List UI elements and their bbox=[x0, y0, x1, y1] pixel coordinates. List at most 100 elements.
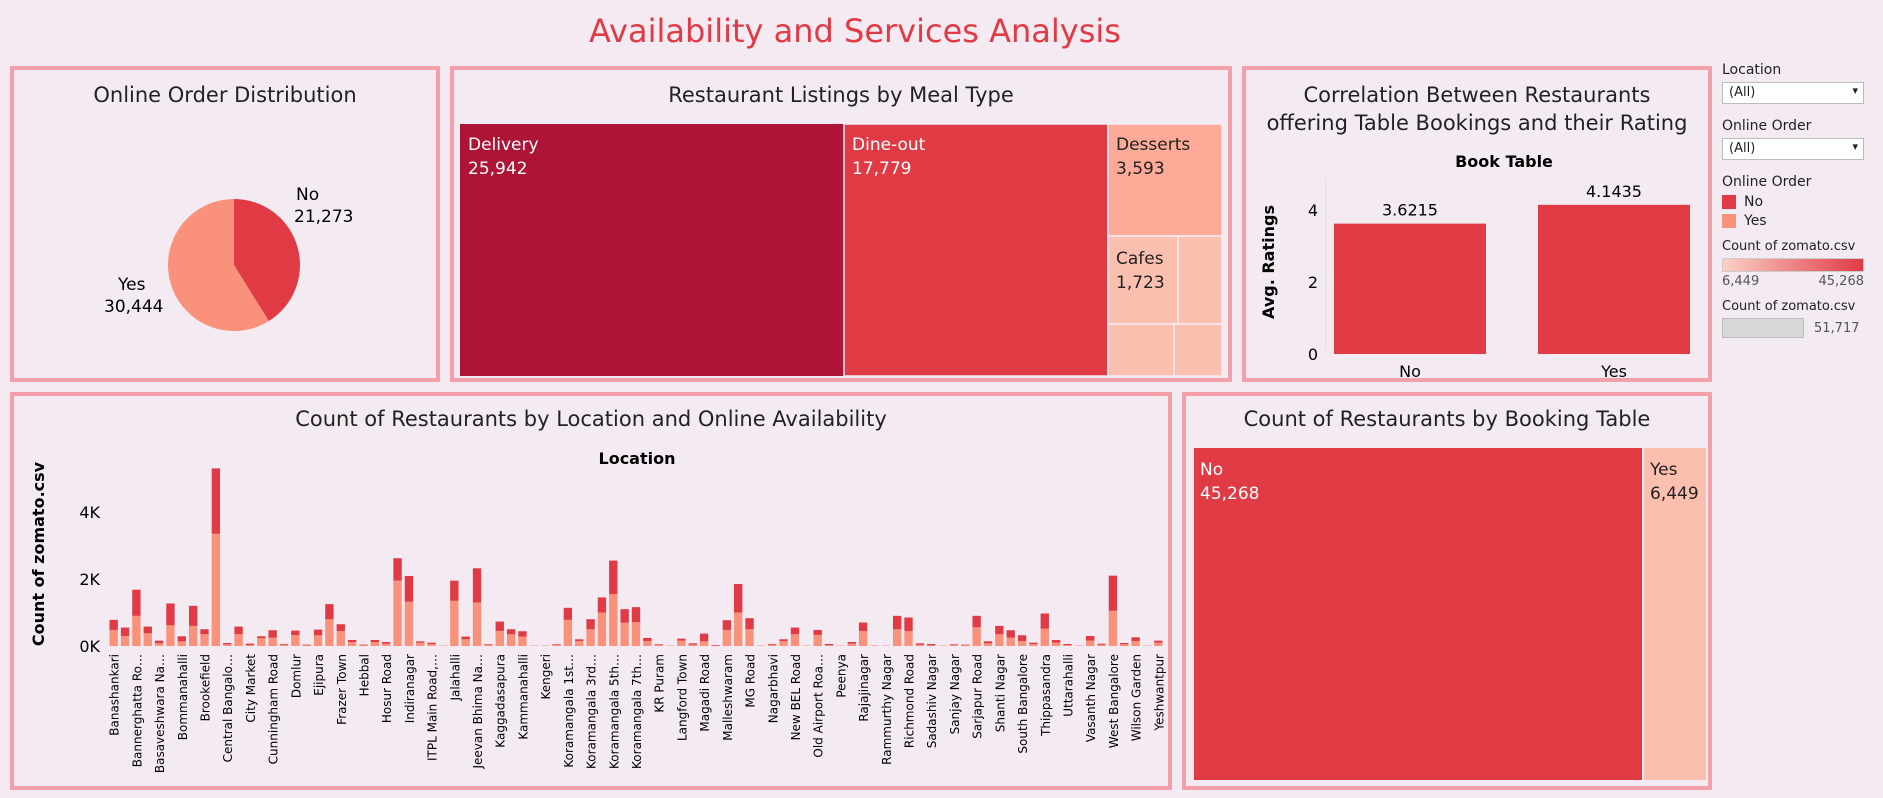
location-bar-yes[interactable] bbox=[291, 634, 300, 646]
location-bar-no[interactable] bbox=[688, 643, 697, 645]
location-bar-no[interactable] bbox=[949, 644, 959, 645]
location-bar-yes[interactable] bbox=[1040, 628, 1049, 646]
location-bar-no[interactable] bbox=[824, 643, 834, 645]
location-bar-no[interactable] bbox=[188, 605, 198, 626]
location-bar-yes[interactable] bbox=[518, 636, 527, 646]
location-bar-no[interactable] bbox=[779, 639, 788, 641]
location-bar-no[interactable] bbox=[472, 568, 482, 603]
booking-cell-no[interactable] bbox=[1194, 448, 1642, 780]
location-bar-yes[interactable] bbox=[1051, 642, 1061, 646]
location-bar-yes[interactable] bbox=[915, 644, 925, 646]
location-bar-yes[interactable] bbox=[1108, 610, 1118, 646]
location-bar-yes[interactable] bbox=[768, 644, 777, 646]
treemap-cell-other-1[interactable] bbox=[1177, 235, 1223, 325]
location-bar-yes[interactable] bbox=[677, 640, 686, 646]
location-bar-no[interactable] bbox=[972, 615, 981, 628]
location-bar-yes[interactable] bbox=[858, 630, 868, 646]
location-bar-no[interactable] bbox=[336, 624, 345, 631]
location-bar-no[interactable] bbox=[245, 643, 255, 645]
location-bar-no[interactable] bbox=[325, 604, 334, 620]
location-bar-no[interactable] bbox=[677, 638, 686, 641]
location-bar-no[interactable] bbox=[154, 640, 164, 644]
location-bar-yes[interactable] bbox=[109, 629, 118, 646]
location-bar-yes[interactable] bbox=[313, 635, 323, 646]
location-bar-yes[interactable] bbox=[722, 629, 732, 646]
location-bar-no[interactable] bbox=[257, 636, 266, 639]
location-bar-yes[interactable] bbox=[393, 580, 402, 646]
location-bar-no[interactable] bbox=[234, 626, 243, 635]
location-bar-no[interactable] bbox=[359, 644, 368, 646]
location-bar-no[interactable] bbox=[200, 629, 209, 635]
location-bar-no[interactable] bbox=[961, 644, 970, 646]
location-bar-yes[interactable] bbox=[132, 615, 141, 646]
location-bar-yes[interactable] bbox=[268, 637, 277, 646]
location-bar-no[interactable] bbox=[711, 644, 720, 646]
location-bar-no[interactable] bbox=[1063, 643, 1072, 645]
location-bar-yes[interactable] bbox=[995, 634, 1004, 646]
location-bar-no[interactable] bbox=[495, 621, 504, 631]
location-bar-yes[interactable] bbox=[1131, 640, 1140, 646]
location-bar-yes[interactable] bbox=[983, 643, 993, 646]
location-bar-no[interactable] bbox=[404, 575, 414, 602]
location-bar-yes[interactable] bbox=[245, 644, 255, 646]
location-bar-yes[interactable] bbox=[484, 644, 493, 646]
location-bar-no[interactable] bbox=[166, 603, 175, 626]
location-bar-yes[interactable] bbox=[563, 619, 573, 646]
legend-item-no[interactable]: No bbox=[1722, 194, 1872, 210]
booktable-bar-no[interactable] bbox=[1334, 223, 1486, 354]
location-bar-yes[interactable] bbox=[234, 634, 243, 646]
location-bar-no[interactable] bbox=[609, 560, 618, 595]
location-bar-yes[interactable] bbox=[1120, 644, 1129, 646]
location-bar-no[interactable] bbox=[745, 618, 754, 630]
location-bar-yes[interactable] bbox=[279, 644, 289, 646]
booking-cell-yes[interactable] bbox=[1644, 448, 1706, 780]
location-bar-no[interactable] bbox=[790, 627, 800, 635]
location-bar-yes[interactable] bbox=[949, 644, 959, 646]
location-bar-no[interactable] bbox=[847, 641, 856, 644]
location-bar-yes[interactable] bbox=[699, 641, 709, 646]
location-bar-no[interactable] bbox=[643, 637, 652, 641]
location-bar-no[interactable] bbox=[416, 641, 425, 643]
location-bar-no[interactable] bbox=[575, 639, 584, 641]
location-bar-yes[interactable] bbox=[892, 629, 902, 646]
location-bar-no[interactable] bbox=[654, 644, 663, 645]
online-filter-dropdown[interactable]: (All) ▾ bbox=[1722, 138, 1864, 160]
location-bar-no[interactable] bbox=[393, 558, 402, 581]
location-bar-no[interactable] bbox=[1097, 643, 1106, 645]
location-bar-yes[interactable] bbox=[745, 629, 754, 646]
location-bar-yes[interactable] bbox=[961, 645, 970, 646]
location-bar-no[interactable] bbox=[858, 622, 868, 631]
location-bar-yes[interactable] bbox=[427, 643, 436, 646]
treemap-cell-other-3[interactable] bbox=[1173, 323, 1223, 377]
location-bar-no[interactable] bbox=[211, 468, 221, 534]
location-bar-yes[interactable] bbox=[1097, 644, 1106, 646]
location-bar-yes[interactable] bbox=[166, 625, 175, 646]
location-bar-yes[interactable] bbox=[813, 634, 822, 646]
location-bar-no[interactable] bbox=[586, 619, 595, 630]
location-bar-no[interactable] bbox=[563, 607, 573, 620]
location-bar-yes[interactable] bbox=[1017, 640, 1027, 646]
location-bar-yes[interactable] bbox=[1029, 643, 1038, 646]
location-bar-no[interactable] bbox=[313, 629, 323, 636]
location-bar-no[interactable] bbox=[427, 642, 436, 644]
location-bar-no[interactable] bbox=[722, 620, 732, 630]
location-bar-no[interactable] bbox=[904, 617, 913, 631]
location-bar-no[interactable] bbox=[768, 643, 777, 645]
location-bar-yes[interactable] bbox=[223, 644, 232, 646]
location-bar-yes[interactable] bbox=[370, 641, 380, 646]
location-bar-no[interactable] bbox=[1120, 642, 1129, 645]
location-bar-yes[interactable] bbox=[972, 627, 981, 646]
location-bar-no[interactable] bbox=[347, 639, 357, 642]
location-bar-yes[interactable] bbox=[211, 533, 221, 646]
location-bar-no[interactable] bbox=[302, 644, 311, 646]
location-bar-no[interactable] bbox=[620, 609, 629, 623]
location-bar-yes[interactable] bbox=[382, 643, 391, 646]
location-bar-yes[interactable] bbox=[325, 619, 334, 646]
location-bar-yes[interactable] bbox=[120, 635, 130, 646]
location-bar-yes[interactable] bbox=[734, 612, 743, 647]
location-bar-no[interactable] bbox=[1086, 635, 1095, 641]
treemap-cell-other-2[interactable] bbox=[1107, 323, 1175, 377]
location-bar-no[interactable] bbox=[1108, 575, 1118, 611]
location-bar-no[interactable] bbox=[370, 639, 380, 642]
location-filter-dropdown[interactable]: (All) ▾ bbox=[1722, 82, 1864, 104]
